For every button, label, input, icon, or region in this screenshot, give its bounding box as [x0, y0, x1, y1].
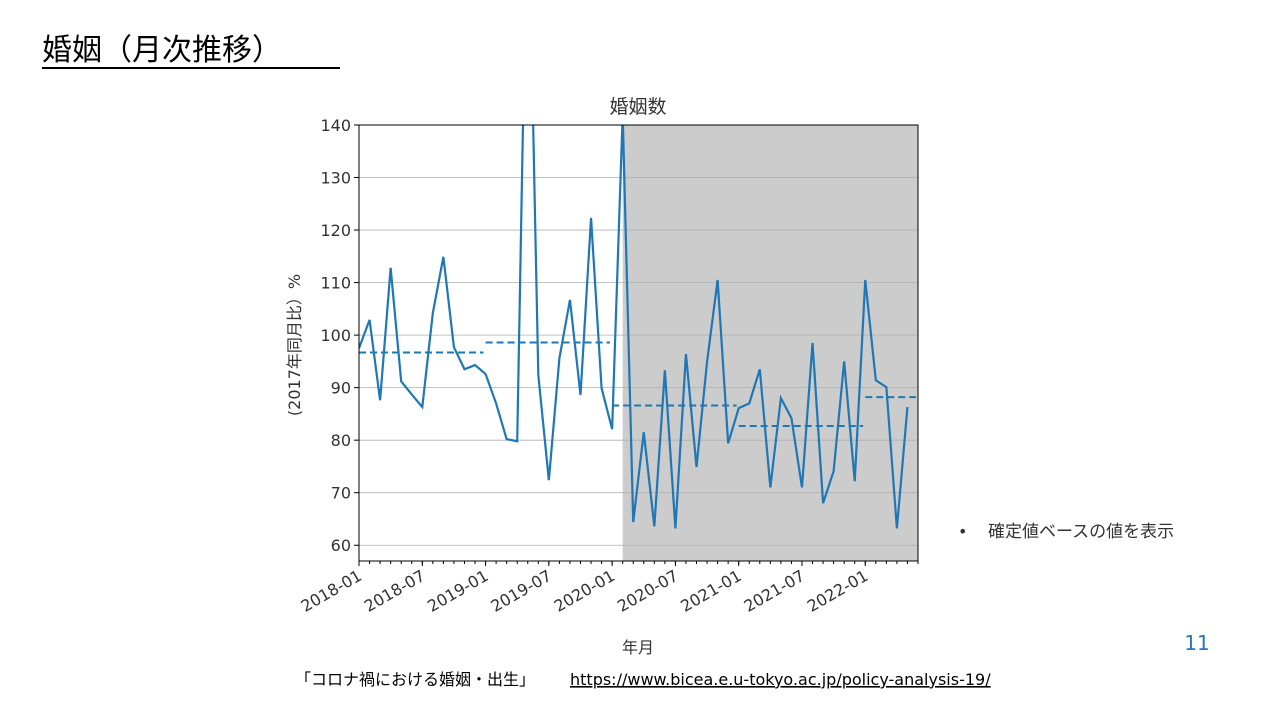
x-tick-label: 2021-07	[741, 566, 808, 616]
x-tick-label: 2020-01	[551, 566, 618, 616]
y-axis-label: (2017年同月比）%	[285, 274, 304, 416]
plot-frame	[358, 124, 919, 562]
bullet: •	[958, 522, 967, 541]
x-tick-label: 2018-07	[361, 566, 428, 616]
line-series	[359, 125, 909, 529]
y-tick-label: 140	[320, 116, 351, 135]
y-tick-label: 60	[331, 536, 351, 555]
plot: 607080901001101201301402018-012018-07201…	[298, 116, 919, 616]
x-tick-label: 2019-07	[487, 566, 554, 616]
page-number: 11	[1184, 631, 1209, 655]
x-tick-label: 2019-01	[424, 566, 491, 616]
x-tick-label: 2020-07	[614, 566, 681, 616]
footer-source: 「コロナ禍における婚姻・出生」	[295, 670, 535, 689]
note: 確定値ベースの値を表示	[988, 522, 1174, 542]
y-tick-label: 80	[331, 431, 351, 450]
shaded-region	[622, 125, 918, 561]
footer-url[interactable]: https://www.bicea.e.u-tokyo.ac.jp/policy…	[570, 670, 991, 689]
x-tick-label: 2018-01	[298, 566, 365, 616]
y-tick-label: 130	[320, 169, 351, 188]
y-tick-label: 120	[320, 221, 351, 240]
x-tick-label: 2022-01	[804, 566, 871, 616]
slide-title: 婚姻（月次推移）	[42, 33, 282, 68]
y-tick-label: 110	[320, 274, 351, 293]
y-tick-label: 90	[331, 379, 351, 398]
chart-title: 婚姻数	[609, 96, 666, 118]
x-axis-label: 年月	[622, 638, 654, 657]
y-tick-label: 70	[331, 484, 351, 503]
x-tick-label: 2021-01	[677, 566, 744, 616]
data-layer	[359, 125, 916, 529]
y-tick-label: 100	[320, 326, 351, 345]
